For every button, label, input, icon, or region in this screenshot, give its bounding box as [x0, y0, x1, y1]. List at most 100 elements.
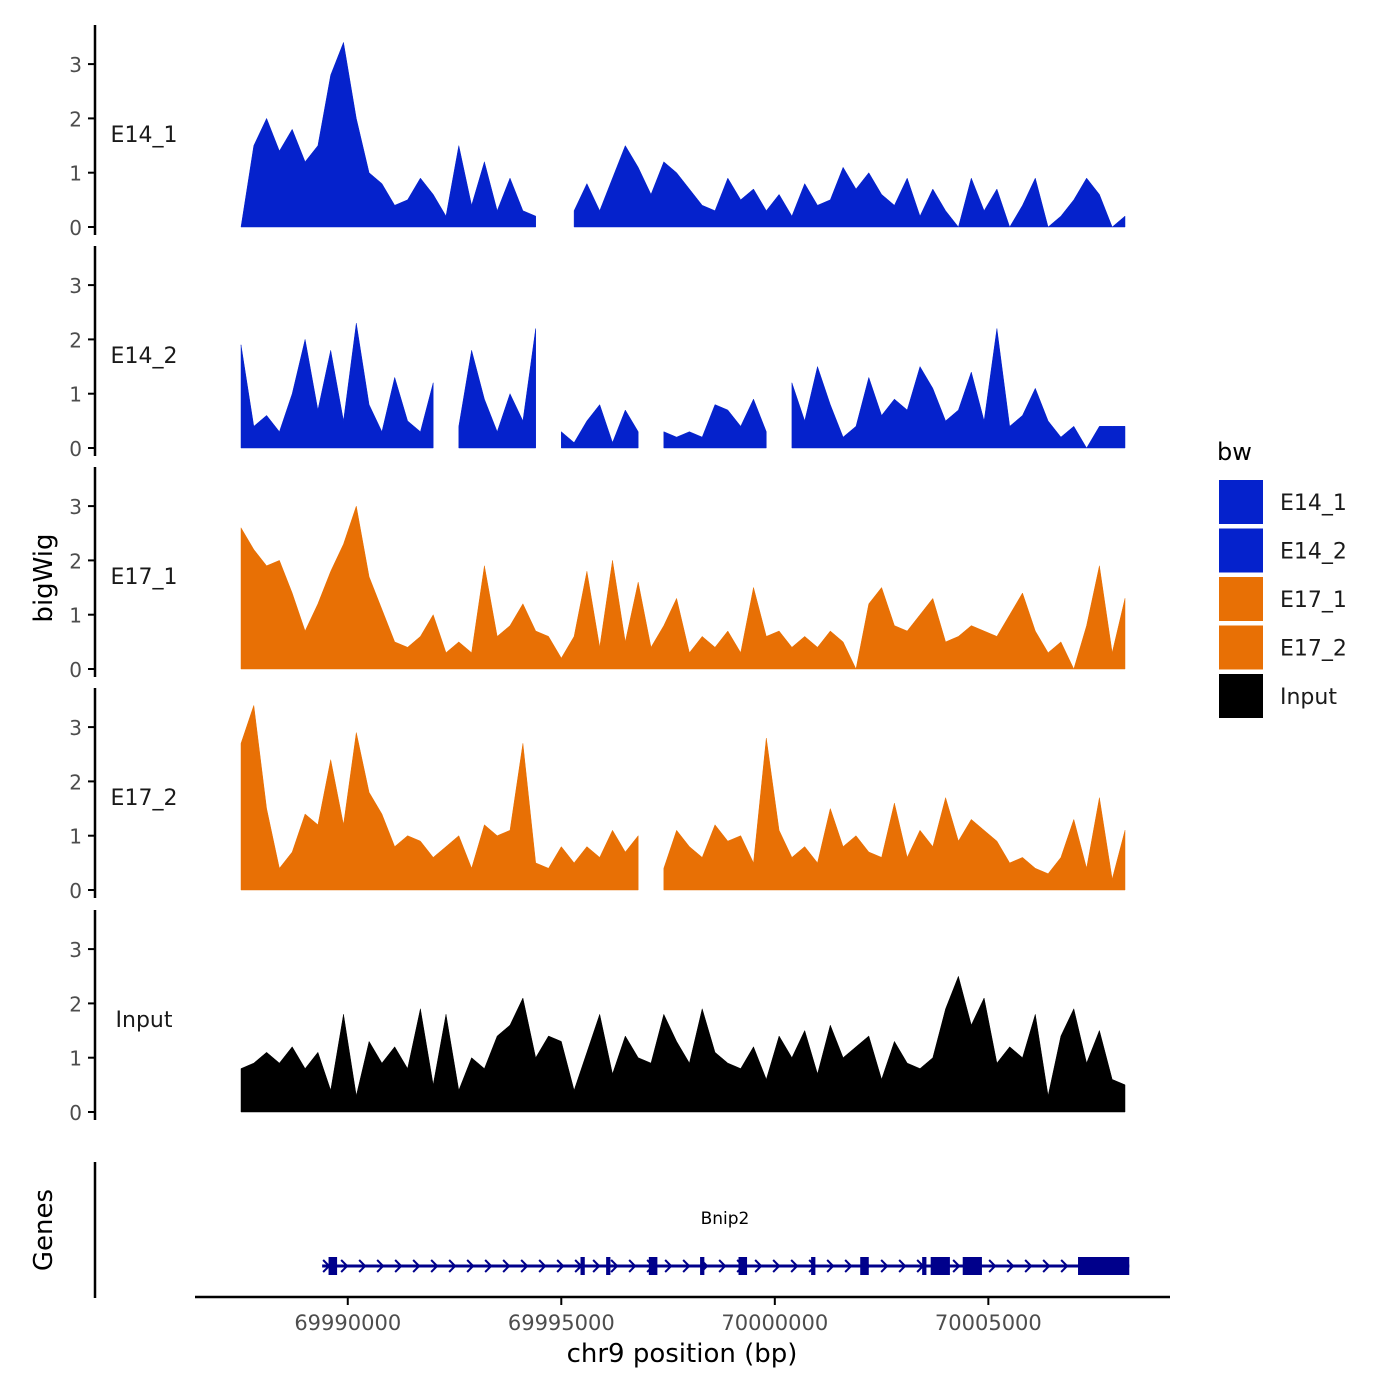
track-label: E17_2 [111, 786, 178, 811]
legend-label: Input [1280, 685, 1337, 710]
strand-arrow [790, 1259, 799, 1273]
strand-arrow [358, 1259, 367, 1273]
strand-arrow [430, 1259, 439, 1273]
exon [1078, 1257, 1130, 1275]
signal-area [663, 398, 767, 449]
signal-area [791, 328, 1126, 449]
strand-arrow [520, 1259, 529, 1273]
strand-arrow [880, 1259, 889, 1273]
y-tick-label: 0 [69, 879, 82, 903]
signal-area [663, 737, 1126, 891]
gene-track: Bnip2 [93, 1162, 1130, 1298]
y-tick-label: 1 [69, 1047, 82, 1071]
exon [580, 1257, 585, 1275]
strand-arrow [628, 1259, 637, 1273]
legend-swatch [1219, 528, 1263, 573]
legend-swatch [1219, 480, 1263, 524]
strand-arrow [898, 1259, 907, 1273]
strand-arrow [988, 1259, 997, 1273]
track-label: E17_1 [111, 565, 178, 590]
strand-arrow [1024, 1259, 1033, 1273]
y-tick-label: 3 [69, 938, 82, 962]
legend-label: E17_1 [1280, 588, 1347, 613]
legend-swatch [1219, 674, 1263, 718]
strand-arrow [610, 1259, 619, 1273]
exon [962, 1257, 982, 1275]
strand-arrow [1042, 1259, 1051, 1273]
y-tick-label: 2 [69, 328, 82, 352]
signal-area [573, 145, 1126, 228]
signal-area [240, 705, 639, 891]
exon [930, 1257, 950, 1275]
x-tick-label: 70005000 [935, 1311, 1042, 1335]
y-tick-label: 0 [69, 1101, 82, 1125]
strand-arrow [448, 1259, 457, 1273]
track-e14-1: 0 1 2 3 E14_1 [69, 24, 1126, 240]
strand-arrow [394, 1259, 403, 1273]
strand-arrow [682, 1259, 691, 1273]
strand-arrow [556, 1259, 565, 1273]
strand-arrow [952, 1259, 961, 1273]
signal-area [458, 328, 536, 449]
exon [328, 1257, 338, 1275]
y-tick-label: 3 [69, 495, 82, 519]
y-tick-label: 2 [69, 549, 82, 573]
y-tick-label: 1 [69, 383, 82, 407]
track-input: 0 1 2 3 Input [69, 909, 1126, 1125]
track-e17-1: 0 1 2 3 E17_1 [69, 466, 1126, 682]
strand-arrow [340, 1259, 349, 1273]
exon [606, 1257, 611, 1275]
track-e17-2: 0 1 2 3 E17_2 [69, 687, 1126, 903]
strand-arrow [412, 1259, 421, 1273]
gene-track-title: Genes [29, 1189, 59, 1271]
strand-arrow [376, 1259, 385, 1273]
y-tick-label: 0 [69, 437, 82, 461]
strand-arrow [718, 1259, 727, 1273]
signal-area [240, 975, 1126, 1113]
legend-label: E17_2 [1280, 637, 1347, 662]
x-tick-label: 69990000 [294, 1311, 401, 1335]
signal-area [240, 323, 434, 449]
strand-arrow [664, 1259, 673, 1273]
exon [811, 1257, 816, 1275]
signal-area [561, 404, 639, 449]
exon [922, 1257, 927, 1275]
legend-title: bw [1217, 438, 1252, 466]
y-tick-label: 3 [69, 274, 82, 298]
legend-label: E14_1 [1280, 491, 1347, 516]
y-tick-label: 0 [69, 658, 82, 682]
strand-arrow [592, 1259, 601, 1273]
strand-arrow [772, 1259, 781, 1273]
x-axis: 69990000 69995000 70000000 70005000 [195, 1295, 1170, 1335]
y-tick-label: 3 [69, 53, 82, 77]
y-tick-label: 0 [69, 216, 82, 240]
exon [648, 1257, 658, 1275]
exon [700, 1257, 705, 1275]
strand-arrow [1060, 1259, 1069, 1273]
exon [860, 1257, 869, 1275]
exon [738, 1257, 748, 1275]
legend-label: E14_2 [1280, 540, 1347, 565]
signal-area [240, 41, 536, 228]
y-tick-label: 1 [69, 162, 82, 186]
legend: bw E14_1 E14_2 E17_1 E17_2 Input [1217, 438, 1347, 718]
track-label: E14_2 [111, 344, 178, 369]
signal-tracks: 0 1 2 3 E14_1 0 1 2 3 E14_2 0 1 2 3 E17_1 0 1 2 3 E17_2 0 1 2 3… [69, 24, 1126, 1125]
x-axis-title: chr9 position (bp) [567, 1339, 798, 1369]
y-axis-title: bigWig [29, 533, 59, 622]
y-tick-label: 3 [69, 716, 82, 740]
strand-arrow [484, 1259, 493, 1273]
strand-arrow [754, 1259, 763, 1273]
x-tick-label: 70000000 [721, 1311, 828, 1335]
legend-swatch [1219, 577, 1263, 621]
x-tick-label: 69995000 [508, 1311, 615, 1335]
strand-arrow [1006, 1259, 1015, 1273]
signal-area [240, 506, 1126, 670]
track-label: E14_1 [111, 123, 178, 148]
y-tick-label: 1 [69, 825, 82, 849]
strand-arrow [502, 1259, 511, 1273]
strand-arrow [844, 1259, 853, 1273]
legend-swatch [1219, 625, 1263, 670]
strand-arrow [826, 1259, 835, 1273]
